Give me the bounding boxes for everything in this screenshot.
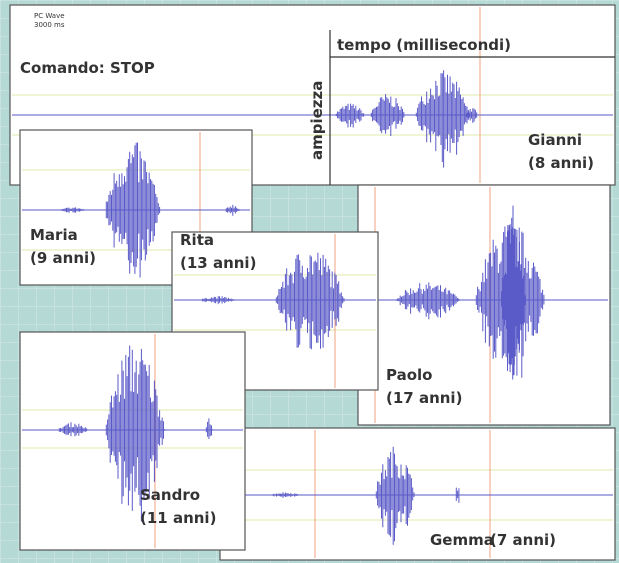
speaker-name: Maria <box>30 226 78 244</box>
command: Comando: STOP <box>20 59 155 77</box>
waveform <box>174 252 376 350</box>
speaker-age: (9 anni) <box>30 249 96 267</box>
speaker-age: (7 anni) <box>490 531 556 549</box>
waveform <box>222 446 613 545</box>
app-name: PC Wave <box>34 12 65 20</box>
speaker-name: Rita <box>180 231 214 249</box>
waveform <box>22 345 243 522</box>
wave-panel: Gemma(7 anni) <box>219 427 616 561</box>
speaker-age: (8 anni) <box>528 154 594 172</box>
speaker-name: Paolo <box>386 366 432 384</box>
speaker-name: Sandro <box>140 486 200 504</box>
wave-panel: Sandro (11 anni) <box>19 331 246 551</box>
speaker-age: (13 anni) <box>180 254 256 272</box>
speaker-age: (11 anni) <box>140 509 216 527</box>
y-axis-label: ampiezza <box>308 81 326 160</box>
duration: 3000 ms <box>34 21 65 29</box>
waveform <box>22 142 250 278</box>
wave-panel: Paolo (17 anni) <box>357 184 611 426</box>
x-axis-label: tempo (millisecondi) <box>337 36 511 54</box>
speaker-name: Gianni <box>528 131 582 149</box>
speaker-name: Gemma <box>430 531 494 549</box>
speaker-age: (17 anni) <box>386 389 462 407</box>
waveform <box>12 70 613 168</box>
waveform <box>360 205 608 380</box>
